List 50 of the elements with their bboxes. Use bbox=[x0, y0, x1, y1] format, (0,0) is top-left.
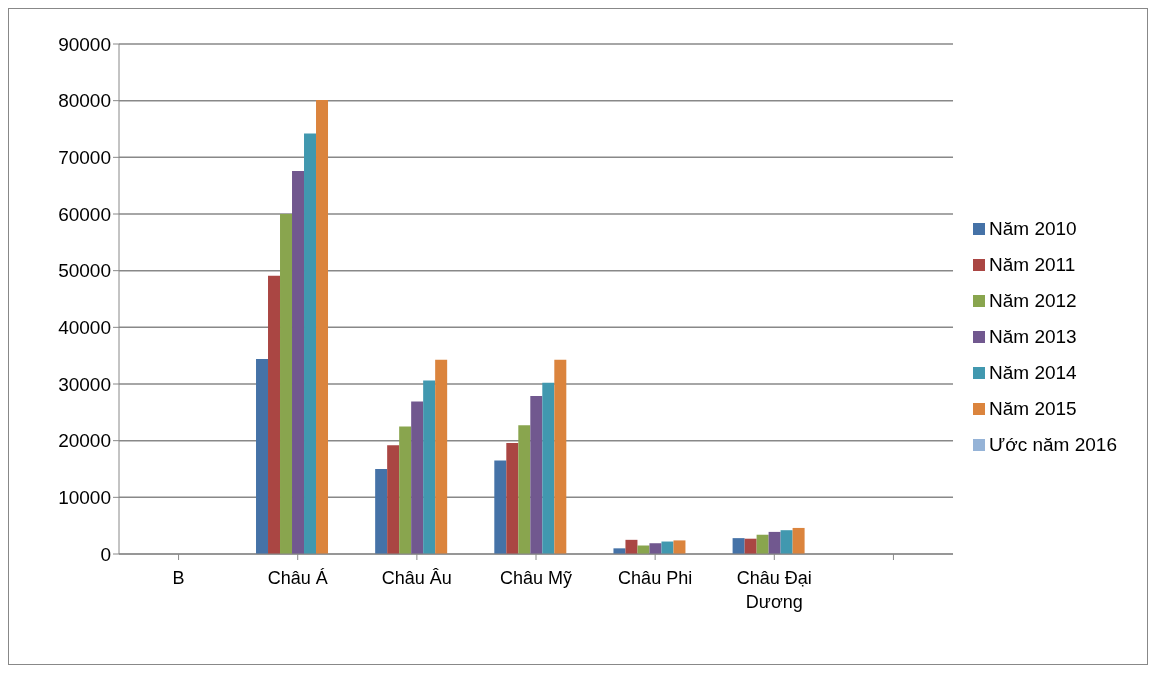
bar bbox=[292, 170, 305, 554]
bar bbox=[744, 538, 757, 554]
bar bbox=[411, 401, 424, 554]
x-tick-label: Châu Đại Dương bbox=[736, 568, 812, 612]
bar bbox=[542, 382, 555, 554]
bar bbox=[780, 530, 793, 554]
bar bbox=[518, 425, 531, 554]
bar bbox=[256, 359, 269, 554]
bar bbox=[304, 133, 317, 554]
bar bbox=[554, 359, 567, 554]
bar bbox=[792, 527, 805, 554]
bar bbox=[732, 538, 745, 554]
bar bbox=[506, 442, 519, 554]
y-tick-label: 60000 bbox=[58, 203, 111, 225]
x-tick-label: B bbox=[172, 568, 185, 588]
bar bbox=[387, 445, 400, 554]
y-tick-label: 90000 bbox=[58, 33, 111, 55]
bar bbox=[494, 460, 507, 554]
bar bbox=[280, 214, 293, 554]
bar bbox=[399, 426, 412, 554]
bar bbox=[316, 100, 329, 554]
bar bbox=[768, 531, 781, 554]
x-tick-label: Châu Âu bbox=[381, 568, 452, 588]
legend-label: Năm 2014 bbox=[989, 361, 1077, 383]
legend-label: Năm 2012 bbox=[989, 289, 1077, 311]
y-tick-label: 40000 bbox=[58, 317, 111, 339]
bar bbox=[756, 534, 769, 554]
legend-label: Năm 2010 bbox=[989, 217, 1077, 239]
legend-label: Năm 2011 bbox=[989, 253, 1076, 275]
y-tick-label: 70000 bbox=[58, 147, 111, 169]
bar bbox=[375, 469, 388, 554]
bar bbox=[423, 380, 436, 554]
legend-label: Ước năm 2016 bbox=[989, 433, 1117, 455]
y-tick-label: 0 bbox=[100, 543, 111, 565]
x-tick-label: Châu Phi bbox=[618, 568, 693, 588]
y-tick-label: 10000 bbox=[58, 487, 111, 509]
x-tick-label: Châu Mỹ bbox=[499, 568, 573, 588]
bar bbox=[435, 359, 448, 554]
bar bbox=[673, 540, 686, 554]
legend-label: Năm 2015 bbox=[989, 397, 1077, 419]
y-tick-label: 80000 bbox=[58, 90, 111, 112]
bar bbox=[530, 395, 543, 554]
x-tick-label: Châu Á bbox=[267, 568, 328, 588]
bar bbox=[625, 539, 638, 554]
y-tick-label: 30000 bbox=[58, 373, 111, 395]
bar bbox=[268, 275, 281, 554]
legend-label: Năm 2013 bbox=[989, 325, 1077, 347]
y-tick-label: 50000 bbox=[58, 260, 111, 282]
bar bbox=[649, 543, 662, 554]
y-tick-label: 20000 bbox=[58, 430, 111, 452]
